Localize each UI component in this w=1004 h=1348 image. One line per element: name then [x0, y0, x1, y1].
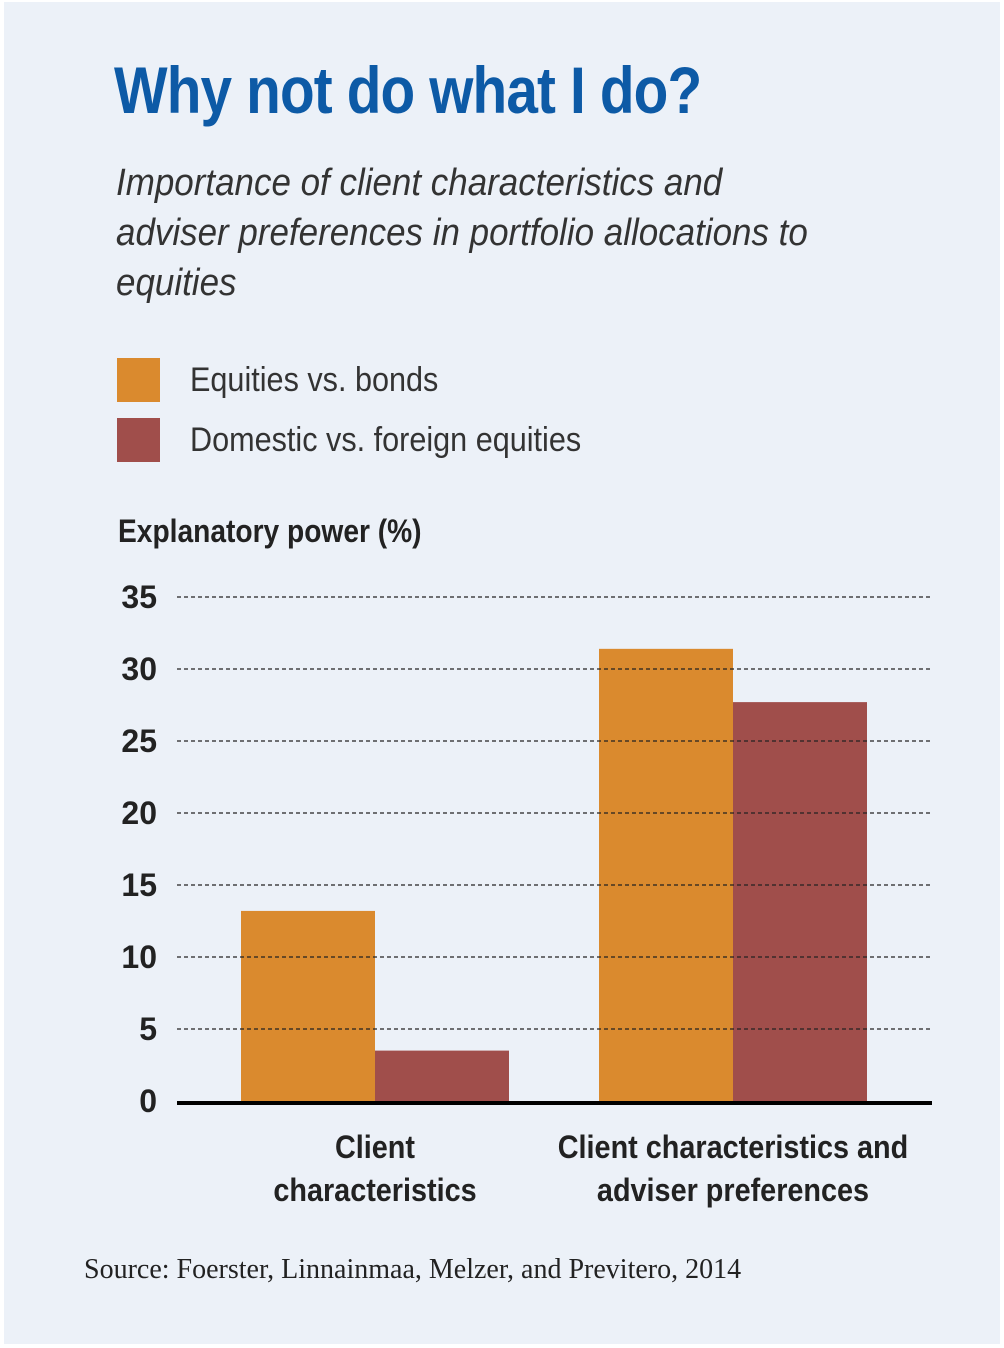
chart-panel — [4, 2, 1000, 1344]
x-tick-label: characteristics — [273, 1173, 476, 1209]
y-tick-label: 30 — [121, 651, 157, 687]
y-axis-label: Explanatory power (%) — [118, 513, 422, 549]
legend-swatch — [117, 418, 160, 462]
y-tick-label: 35 — [121, 579, 157, 615]
legend-item-domestic-foreign: Domestic vs. foreign equities — [117, 418, 625, 462]
y-tick-label: 10 — [121, 939, 157, 975]
bar — [375, 1050, 509, 1101]
bar — [241, 910, 375, 1101]
y-tick-label: 15 — [121, 867, 157, 903]
bar — [599, 648, 733, 1101]
bar — [733, 702, 867, 1101]
x-tick-label: Client — [335, 1130, 415, 1166]
x-tick-label: adviser preferences — [597, 1173, 869, 1209]
legend-label: Equities vs. bonds — [190, 360, 439, 399]
legend-item-equities-bonds: Equities vs. bonds — [117, 358, 466, 402]
y-tick-label: 5 — [139, 1011, 157, 1047]
source-note: Source: Foerster, Linnainmaa, Melzer, an… — [84, 1254, 742, 1285]
legend-label: Domestic vs. foreign equities — [190, 420, 582, 459]
x-tick-label: Client characteristics and — [558, 1130, 908, 1166]
chart-subtitle: Importance of client characteristics and… — [116, 162, 808, 304]
chart-title: Why not do what I do? — [114, 53, 702, 127]
y-tick-label: 20 — [121, 795, 157, 831]
y-tick-label: 0 — [139, 1083, 157, 1119]
legend-swatch — [117, 358, 160, 402]
y-tick-label: 25 — [121, 723, 157, 759]
